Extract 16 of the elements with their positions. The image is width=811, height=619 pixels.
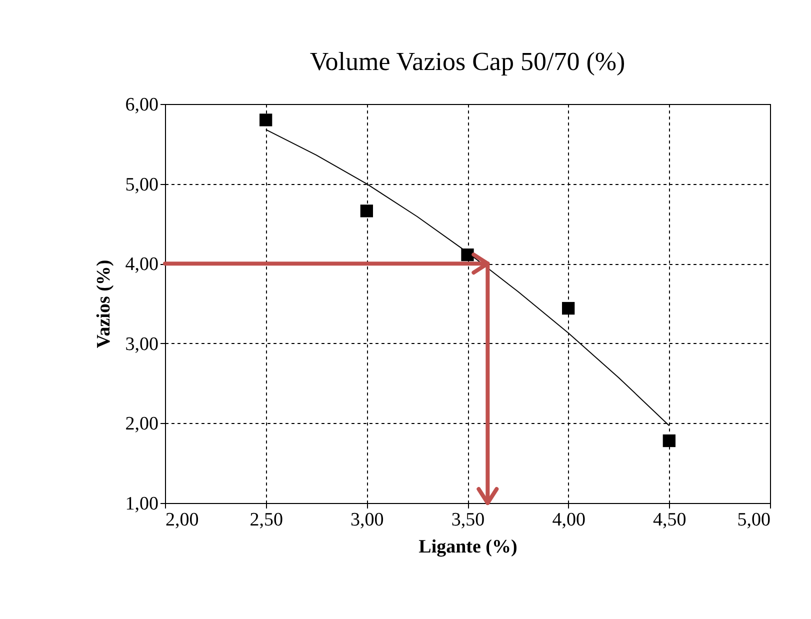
x-tick-label: 4,00: [552, 510, 586, 530]
x-tick-label: 3,50: [451, 510, 485, 530]
x-tick-label: 4,50: [653, 510, 686, 530]
x-tick-label: 5,00: [737, 510, 770, 530]
y-tick-label: 2,00: [125, 414, 158, 435]
x-tick-label: 3,00: [350, 510, 384, 530]
y-tick-label: 3,00: [125, 334, 158, 355]
x-tick-label: 2,00: [166, 510, 199, 530]
y-axis-title: Vazios (%): [93, 260, 114, 348]
y-tick-label: 1,00: [125, 494, 158, 514]
x-axis-title: Ligante (%): [418, 536, 518, 558]
chart-title: Volume Vazios Cap 50/70 (%): [310, 47, 626, 76]
y-tick-label: 6,00: [125, 94, 158, 116]
y-tick-label: 5,00: [125, 174, 158, 196]
y-tick-label: 4,00: [125, 254, 158, 276]
x-tick-label: 2,50: [250, 510, 283, 530]
